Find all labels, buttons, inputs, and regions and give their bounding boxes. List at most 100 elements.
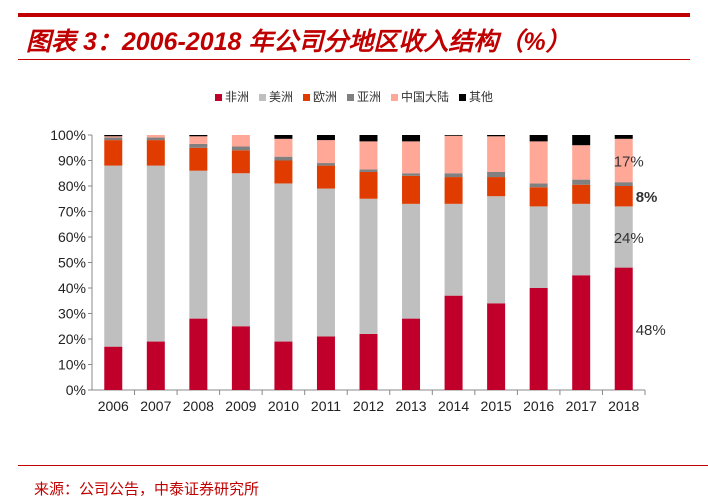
bar-segment: [529, 141, 548, 184]
bar-segment: [359, 169, 378, 172]
bar-segment: [402, 175, 421, 204]
legend-swatch: [459, 94, 467, 101]
legend-label: 美洲: [268, 90, 293, 104]
bar-segment: [529, 183, 548, 188]
bar-segment: [231, 146, 250, 151]
x-tick-label: 2013: [395, 398, 426, 414]
bar-segment: [614, 206, 633, 268]
bar-segment: [104, 137, 123, 141]
bar-segment: [402, 135, 421, 142]
legend-item: 亚洲: [347, 90, 381, 104]
bar-segment: [529, 187, 548, 207]
data-label: 24%: [614, 230, 644, 247]
bar-segment: [316, 336, 335, 390]
y-tick-label: 10%: [58, 357, 86, 373]
bar-segment: [614, 186, 633, 207]
bar-segment: [529, 288, 548, 390]
y-tick-label: 0%: [66, 382, 86, 398]
y-tick-label: 40%: [58, 280, 86, 296]
title-top-rule: [18, 13, 690, 17]
legend-label: 其他: [469, 90, 494, 104]
x-tick-label: 2007: [140, 398, 171, 414]
bar-segment: [444, 173, 463, 178]
bar-segment: [359, 141, 378, 170]
y-tick-label: 30%: [58, 306, 86, 322]
y-tick-label: 90%: [58, 153, 86, 169]
legend-swatch: [347, 94, 354, 101]
title-bottom-rule: [18, 59, 690, 60]
bar-segment: [487, 135, 506, 137]
bar-segment: [146, 140, 165, 166]
bar-segment: [487, 303, 506, 390]
chart-title: 图表 3：2006-2018 年公司分地区收入结构（%）: [26, 28, 571, 56]
bar-segment: [529, 206, 548, 288]
bar-segment: [231, 326, 250, 390]
y-tick-label: 60%: [58, 229, 86, 245]
bar-segment: [359, 171, 378, 199]
bar-segment: [316, 140, 335, 164]
bar-segment: [444, 295, 463, 390]
bar-segment: [572, 135, 591, 146]
legend-label: 亚洲: [357, 90, 382, 104]
y-tick-label: 50%: [58, 255, 86, 271]
bar-segment: [614, 267, 633, 390]
bar-segment: [316, 188, 335, 337]
y-tick-label: 70%: [58, 204, 86, 220]
bar-segment: [402, 173, 421, 176]
x-tick-label: 2015: [481, 398, 512, 414]
bar-segment: [402, 318, 421, 390]
bar-segment: [572, 179, 591, 185]
legend-item: 中国大陆: [391, 90, 449, 104]
bar-segment: [359, 135, 378, 142]
bar-segment: [614, 138, 633, 183]
bar-segment: [614, 135, 633, 139]
bar-segment: [274, 138, 293, 157]
bar-segment: [231, 150, 250, 174]
bar-segment: [274, 156, 293, 161]
data-label: 48%: [636, 322, 666, 339]
bar-segment: [146, 341, 165, 390]
bar-segment: [487, 196, 506, 304]
bar-segment: [572, 275, 591, 390]
bar-segment: [104, 135, 123, 137]
bar-segment: [572, 145, 591, 180]
bar-segment: [487, 136, 506, 172]
bar-segment: [231, 135, 250, 147]
bar-segment: [146, 137, 165, 141]
bar-segment: [444, 177, 463, 204]
bar-segment: [189, 318, 208, 390]
legend-swatch: [302, 94, 310, 101]
x-tick-label: 2008: [183, 398, 214, 414]
legend-item: 欧洲: [302, 90, 337, 104]
y-tick-label: 80%: [58, 178, 86, 194]
bar-segment: [487, 177, 506, 197]
bar-segment: [316, 135, 335, 141]
data-label: 8%: [636, 189, 658, 206]
legend-label: 欧洲: [312, 90, 337, 104]
bar-segment: [529, 135, 548, 142]
bar-segment: [146, 135, 165, 138]
x-tick-label: 2011: [311, 398, 341, 414]
bar-segment: [274, 135, 293, 139]
bar-segment: [572, 184, 591, 204]
bar-segment: [402, 141, 421, 174]
bar-segment: [189, 143, 208, 148]
x-tick-label: 2009: [225, 398, 256, 414]
legend-item: 非洲: [214, 90, 249, 104]
bar-segment: [359, 198, 378, 334]
bar-segment: [402, 203, 421, 319]
x-tick-label: 2010: [268, 398, 299, 414]
bar-segment: [274, 341, 293, 390]
source-rule: [18, 465, 708, 466]
legend-swatch: [214, 94, 222, 101]
bar-segment: [189, 170, 208, 319]
legend-swatch: [258, 94, 266, 101]
x-tick-label: 2017: [566, 398, 597, 414]
bar-segment: [359, 333, 378, 390]
bar-segment: [316, 163, 335, 166]
bar-segment: [189, 136, 208, 144]
legend-item: 其他: [459, 90, 493, 104]
bar-segment: [487, 171, 506, 178]
x-tick-label: 2014: [438, 398, 469, 414]
bar-segment: [444, 203, 463, 296]
